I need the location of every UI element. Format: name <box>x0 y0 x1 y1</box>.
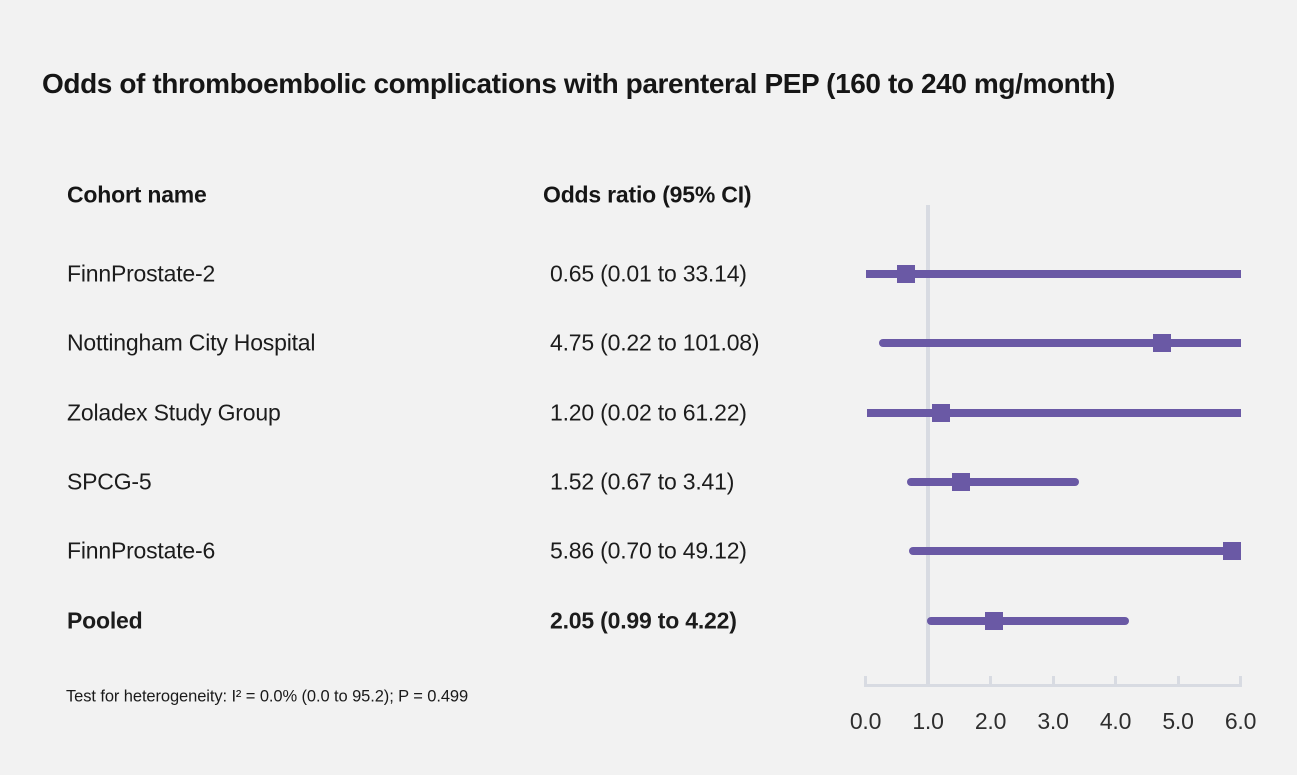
ci-line <box>907 478 1079 487</box>
axis-tick <box>1114 676 1117 687</box>
study-or-ci-value: 2.05 (0.99 to 4.22) <box>550 607 737 634</box>
study-name: Nottingham City Hospital <box>67 329 316 356</box>
study-name: FinnProstate-2 <box>67 260 216 287</box>
axis-tick-label: 5.0 <box>1162 708 1194 734</box>
or-marker <box>984 611 1003 630</box>
column-header-cohort-name: Cohort name <box>67 181 207 208</box>
ci-line <box>909 547 1241 556</box>
study-name: Pooled <box>67 607 143 634</box>
study-or-ci-value: 1.20 (0.02 to 61.22) <box>550 399 747 426</box>
axis-tick-label: 0.0 <box>849 708 882 734</box>
axis-tick <box>926 676 930 687</box>
or-marker <box>1153 334 1172 353</box>
axis-tick-label: 2.0 <box>974 708 1007 734</box>
study-name: Zoladex Study Group <box>67 399 281 426</box>
ci-line <box>866 270 1241 278</box>
axis-tick <box>1051 676 1055 687</box>
axis-tick-label: 4.0 <box>1099 708 1132 734</box>
axis-tick <box>989 676 992 687</box>
heterogeneity-note: Test for heterogeneity: I² = 0.0% (0.0 t… <box>66 687 469 706</box>
or-marker <box>951 473 970 492</box>
column-header-odds-ratio: Odds ratio (95% CI) <box>543 181 752 208</box>
ci-line <box>879 339 1241 348</box>
chart-title: Odds of thromboembolic complications wit… <box>42 68 1115 99</box>
or-marker <box>931 403 950 422</box>
or-marker <box>897 265 916 283</box>
axis-tick <box>1176 676 1180 687</box>
axis-tick-label: 1.0 <box>912 708 944 734</box>
axis-tick <box>864 676 867 687</box>
study-name: FinnProstate-6 <box>67 537 216 564</box>
ci-line <box>866 408 1241 417</box>
reference-line <box>926 205 930 687</box>
axis-tick-label: 3.0 <box>1037 708 1069 734</box>
study-or-ci-value: 4.75 (0.22 to 101.08) <box>550 329 760 356</box>
axis-tick-label: 6.0 <box>1224 708 1257 734</box>
study-or-ci-value: 1.52 (0.67 to 3.41) <box>550 468 735 495</box>
or-marker <box>1222 542 1241 561</box>
study-name: SPCG-5 <box>67 468 152 495</box>
ci-line <box>927 616 1130 625</box>
study-or-ci-value: 5.86 (0.70 to 49.12) <box>550 537 747 564</box>
axis-tick <box>1239 676 1242 687</box>
study-or-ci-value: 0.65 (0.01 to 33.14) <box>550 260 747 287</box>
